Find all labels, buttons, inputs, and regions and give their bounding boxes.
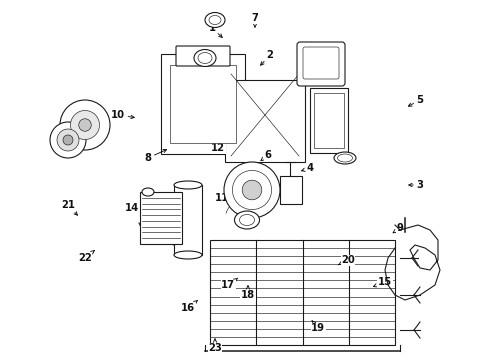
FancyBboxPatch shape: [303, 47, 339, 79]
FancyBboxPatch shape: [170, 65, 236, 143]
Text: 9: 9: [393, 223, 403, 233]
Text: 15: 15: [373, 277, 392, 287]
Circle shape: [57, 129, 79, 151]
Text: 7: 7: [251, 13, 258, 27]
Text: 18: 18: [241, 286, 255, 300]
Text: 10: 10: [111, 110, 134, 120]
Bar: [314, 93, 344, 148]
Circle shape: [242, 180, 262, 200]
FancyBboxPatch shape: [161, 54, 245, 154]
Text: 6: 6: [261, 150, 271, 161]
Text: 17: 17: [221, 278, 238, 290]
Text: 21: 21: [61, 200, 77, 215]
Ellipse shape: [198, 53, 212, 63]
Bar: [225, 80, 305, 162]
Ellipse shape: [205, 13, 225, 27]
Text: 14: 14: [125, 203, 143, 213]
Ellipse shape: [174, 181, 202, 189]
Circle shape: [232, 170, 271, 210]
Text: 1: 1: [208, 23, 222, 37]
Circle shape: [50, 122, 86, 158]
Bar: [140, 192, 182, 244]
Text: 3: 3: [409, 180, 423, 190]
Bar: [310, 88, 348, 153]
Text: 12: 12: [211, 143, 225, 154]
Text: 8: 8: [145, 149, 167, 163]
Text: 19: 19: [311, 320, 325, 333]
Text: 4: 4: [301, 163, 314, 173]
Text: 22: 22: [78, 251, 95, 263]
Circle shape: [63, 135, 73, 145]
Ellipse shape: [174, 251, 202, 259]
Ellipse shape: [338, 154, 352, 162]
Text: 2: 2: [261, 50, 273, 65]
Ellipse shape: [209, 15, 221, 24]
Text: 20: 20: [338, 255, 355, 265]
Circle shape: [60, 100, 110, 150]
Bar: [210, 240, 395, 345]
Text: 11: 11: [215, 193, 232, 203]
Text: 23: 23: [208, 339, 222, 353]
Text: 5: 5: [408, 95, 423, 106]
FancyBboxPatch shape: [297, 42, 345, 86]
Ellipse shape: [142, 188, 154, 196]
Bar: [280, 176, 302, 204]
Ellipse shape: [240, 215, 254, 225]
Circle shape: [71, 111, 99, 139]
Ellipse shape: [235, 211, 260, 229]
Text: 16: 16: [181, 301, 197, 313]
Ellipse shape: [334, 152, 356, 164]
Circle shape: [79, 119, 91, 131]
Text: 13: 13: [141, 200, 161, 210]
Circle shape: [224, 162, 280, 218]
Bar: [174, 185, 202, 255]
FancyBboxPatch shape: [176, 46, 230, 66]
Ellipse shape: [194, 49, 216, 67]
